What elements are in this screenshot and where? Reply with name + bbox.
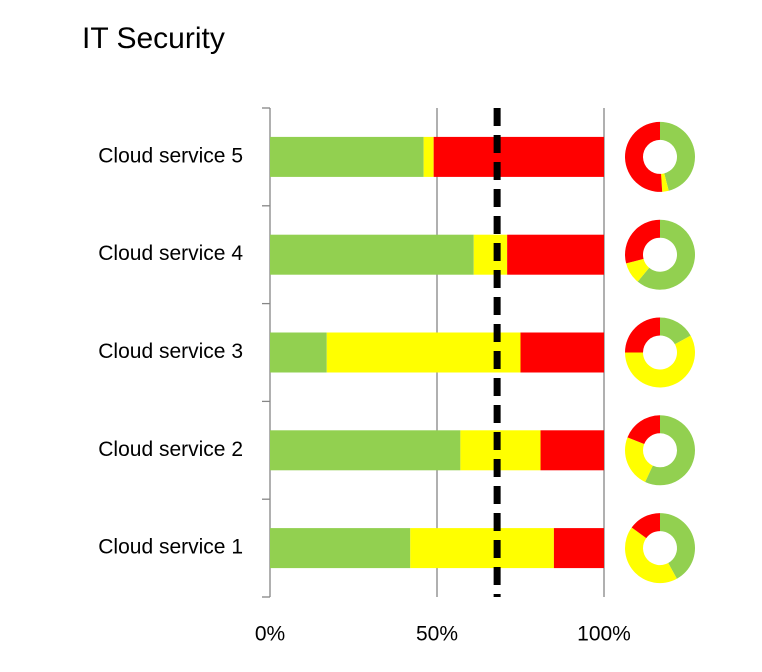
donut-slice [660,121,696,191]
chart-title: IT Security [82,22,225,55]
donut-slice [631,513,660,539]
bar-segment [473,234,508,275]
bar-segment [433,136,604,177]
y-tick-label: Cloud service 2 [98,438,243,461]
donut-slice [660,317,691,345]
donut-slice [625,527,677,584]
y-tick-label: Cloud service 5 [98,144,243,167]
bar-segment [540,430,604,471]
bar-segment [326,332,521,373]
donut-slice [625,437,653,482]
donut-slice [624,121,663,192]
donut-slice [637,219,695,290]
bar-segment [270,136,424,177]
bar-segment [410,528,554,569]
bar-segment [270,430,461,471]
bar-segment [507,234,604,275]
bar-segment [423,136,434,177]
donut-slice [627,415,660,445]
donut-slice [661,173,669,192]
donut-slice [625,317,660,353]
donut-slice [625,335,695,388]
x-tick-label: 0% [255,623,285,646]
y-tick-label: Cloud service 1 [98,536,243,559]
donut-slice [626,258,650,282]
x-tick-label: 50% [416,623,458,646]
bar-segment [270,234,474,275]
donut-slice [625,219,660,264]
donut-slice [645,415,695,486]
donut-slice [660,513,696,579]
bar-segment [553,528,604,569]
x-tick-label: 100% [577,623,631,646]
bar-segment [270,332,327,373]
bar-segment [520,332,604,373]
y-tick-label: Cloud service 3 [98,340,243,363]
y-tick-label: Cloud service 4 [98,242,243,265]
bar-segment [270,528,411,569]
